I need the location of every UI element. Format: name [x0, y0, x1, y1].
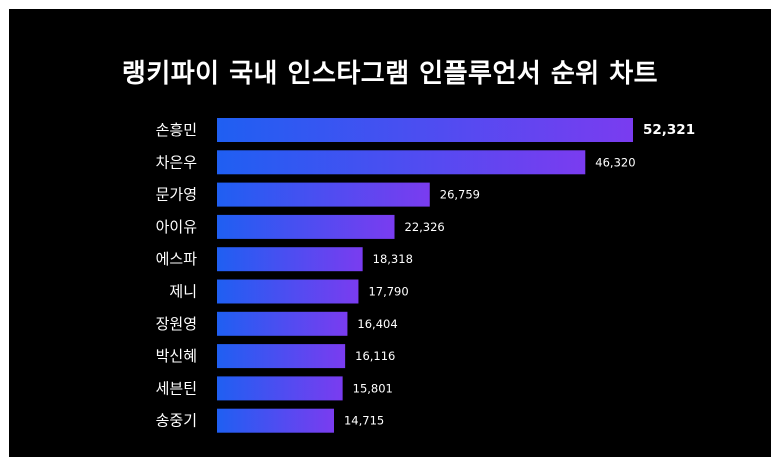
category-label: 제니: [169, 283, 197, 301]
value-label: 52,321: [643, 122, 695, 138]
bar: [217, 279, 359, 304]
category-label: 아이유: [156, 218, 198, 236]
category-label: 손흥민: [156, 121, 197, 139]
value-label: 22,326: [405, 220, 445, 234]
category-label: 에스파: [156, 250, 198, 268]
value-label: 46,320: [595, 155, 635, 169]
category-label: 세븐틴: [156, 379, 197, 397]
category-label: 차은우: [156, 153, 198, 171]
chart-title: 랭키파이 국내 인스타그램 인플루언서 순위 차트: [121, 59, 659, 89]
bar-chart: 손흥민 52,321 차은우 46,320 문가영 26,759 아이유 22,326 에스파 1…: [156, 118, 695, 433]
bar: [217, 344, 346, 369]
chart-frame: 랭키파이 국내 인스타그램 인플루언서 순위 차트 손흥민 52,321 차은우 46…: [9, 9, 771, 457]
category-label: 송중기: [156, 412, 197, 430]
category-label: 문가영: [156, 186, 197, 204]
bar: [217, 247, 363, 272]
value-label: 16,116: [355, 349, 395, 363]
category-label: 장원영: [156, 315, 197, 333]
value-label: 16,404: [357, 317, 397, 331]
bar: [217, 408, 334, 433]
value-label: 14,715: [344, 414, 384, 428]
value-label: 18,318: [373, 252, 413, 266]
bar: [217, 118, 633, 142]
bar: [217, 150, 586, 175]
bar: [217, 376, 343, 401]
category-label: 박신혜: [156, 347, 197, 365]
value-label: 26,759: [440, 188, 480, 202]
value-label: 15,801: [353, 381, 393, 395]
bar: [217, 182, 430, 207]
value-label: 17,790: [368, 285, 408, 299]
bar: [217, 311, 348, 336]
bar: [217, 214, 395, 239]
